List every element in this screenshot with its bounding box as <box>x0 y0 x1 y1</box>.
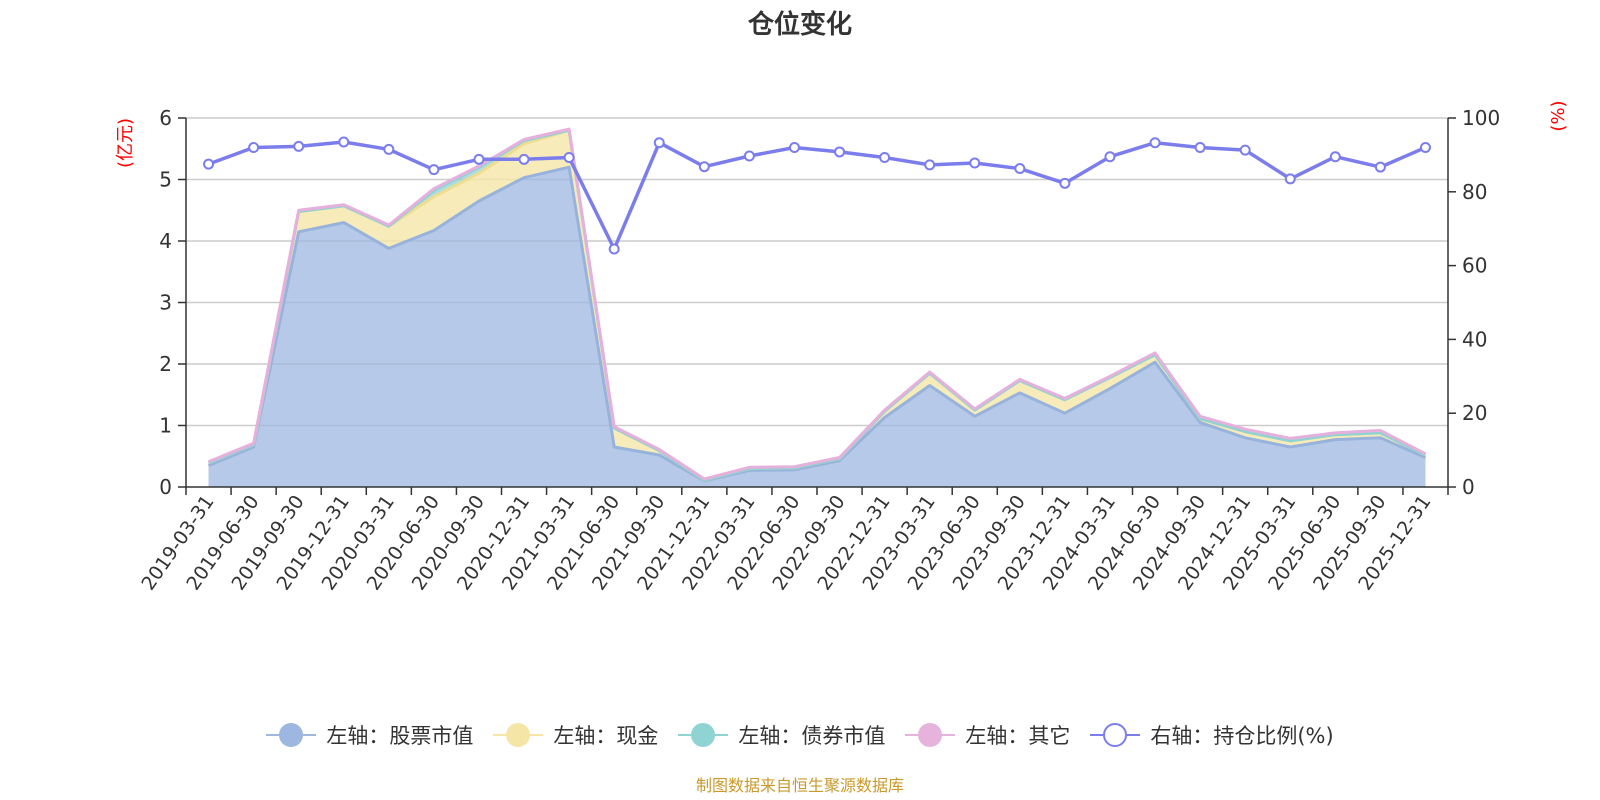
ratio-point <box>698 161 710 173</box>
ratio-point <box>924 159 936 171</box>
ratio-point <box>248 142 260 154</box>
left-tick-label: 2 <box>159 352 172 376</box>
legend-label-other: 左轴：其它 <box>965 724 1071 748</box>
legend-item-cash[interactable]: 左轴：现金 <box>493 720 658 750</box>
ratio-point <box>1419 142 1431 154</box>
legend-symbol-cash-icon <box>493 721 544 749</box>
legend-item-other[interactable]: 左轴：其它 <box>905 720 1070 750</box>
ratio-point <box>1104 151 1116 163</box>
right-tick-label: 80 <box>1462 180 1487 204</box>
ratio-point <box>383 143 395 155</box>
ratio-line-layer <box>203 136 1431 255</box>
right-tick-label: 20 <box>1462 401 1487 425</box>
legend-symbol-bond-icon <box>678 721 729 749</box>
left-tick-label: 1 <box>159 414 172 438</box>
left-axis-unit: (亿元) <box>115 118 136 168</box>
legend-symbol-ratio-icon <box>1090 721 1141 749</box>
ratio-point <box>473 153 485 165</box>
ratio-point <box>1059 177 1071 189</box>
right-axis-unit: (%) <box>1548 100 1569 131</box>
ratio-point <box>1149 137 1161 149</box>
legend-label-cash: 左轴：现金 <box>553 724 659 748</box>
legend-label-ratio: 右轴：持仓比例(%) <box>1150 724 1334 748</box>
ratio-point <box>653 137 665 149</box>
left-tick-label: 3 <box>159 291 172 315</box>
legend: 左轴：股票市值 左轴：现金 左轴：债券市值 左轴：其它 右轴：持仓比例(%) <box>0 720 1600 750</box>
ratio-point <box>563 151 575 163</box>
left-tick-label: 5 <box>159 168 172 192</box>
ratio-point <box>428 164 440 176</box>
ratio-point <box>969 157 981 169</box>
ratio-point <box>1014 163 1026 175</box>
left-tick-label: 6 <box>159 106 172 130</box>
legend-item-stock[interactable]: 左轴：股票市值 <box>266 720 473 750</box>
ratio-point <box>1284 173 1296 185</box>
ratio-point <box>338 136 350 148</box>
left-tick-label: 0 <box>159 475 172 499</box>
area-line-stock <box>207 165 1427 483</box>
ratio-point <box>1329 151 1341 163</box>
left-tick-label: 4 <box>159 229 172 253</box>
area-stock <box>208 167 1426 487</box>
ratio-point <box>788 142 800 154</box>
legend-label-stock: 左轴：股票市值 <box>326 724 474 748</box>
legend-item-ratio[interactable]: 右轴：持仓比例(%) <box>1090 720 1334 750</box>
legend-symbol-stock-icon <box>266 721 317 749</box>
ratio-point <box>203 158 215 170</box>
ratio-point <box>1194 142 1206 154</box>
area-line-other <box>207 127 1427 481</box>
ratio-point <box>1374 161 1386 173</box>
ratio-point <box>293 140 305 152</box>
stacked-areas <box>207 127 1427 487</box>
right-tick-label: 0 <box>1462 475 1475 499</box>
source-footer: 制图数据来自恒生聚源数据库 <box>695 776 904 795</box>
right-tick-label: 40 <box>1462 327 1487 351</box>
ratio-point <box>1239 144 1251 156</box>
ratio-point <box>879 151 891 163</box>
ratio-point <box>743 150 755 162</box>
legend-symbol-other-icon <box>905 721 956 749</box>
ratio-point <box>608 243 620 255</box>
right-tick-label: 100 <box>1462 106 1500 130</box>
ratio-line <box>207 140 1427 251</box>
legend-item-bond[interactable]: 左轴：债券市值 <box>678 720 885 750</box>
right-tick-label: 60 <box>1462 254 1487 278</box>
chart-title: 仓位变化 <box>747 10 852 40</box>
ratio-point <box>518 153 530 165</box>
legend-label-bond: 左轴：债券市值 <box>738 724 886 748</box>
ratio-point <box>834 146 846 158</box>
